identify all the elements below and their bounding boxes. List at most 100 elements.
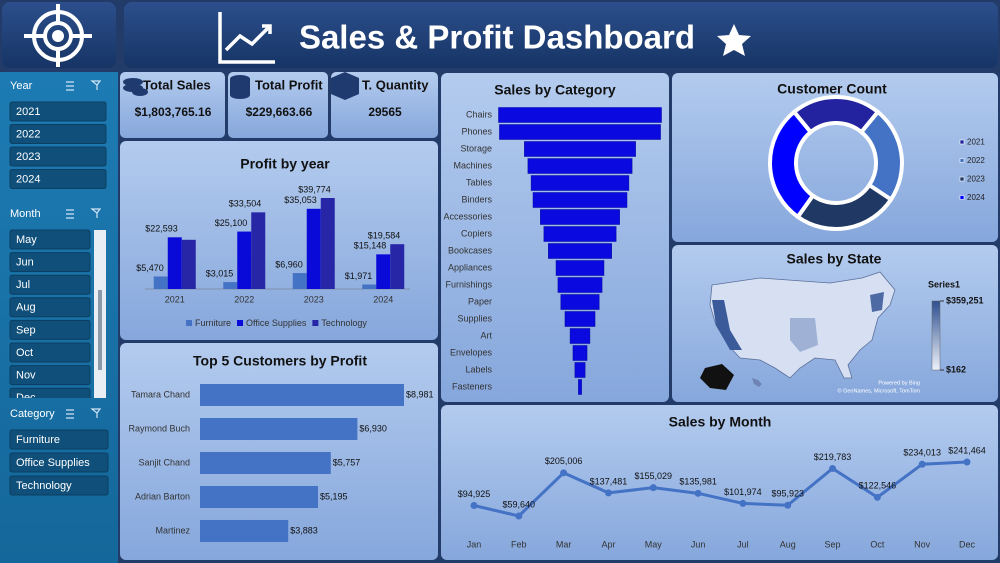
- slicer-item[interactable]: [9, 387, 91, 407]
- y-tick-label: Martinez: [155, 525, 190, 535]
- data-label: $135,981: [679, 477, 717, 487]
- slicer-item[interactable]: [9, 274, 91, 295]
- bar: [557, 277, 603, 293]
- map-state: [712, 300, 742, 350]
- slicer-item[interactable]: [9, 124, 107, 144]
- data-label: $205,006: [545, 456, 583, 466]
- slicer-item-label[interactable]: Technology: [16, 480, 72, 492]
- slicer-item[interactable]: [9, 101, 107, 122]
- bar: [320, 198, 335, 289]
- legend-swatch: [237, 320, 244, 326]
- data-label: $25,100: [215, 218, 248, 228]
- y-tick-label: Machines: [453, 160, 492, 170]
- y-tick-label: Furnishings: [445, 279, 492, 289]
- chart-title: Sales by Month: [669, 414, 772, 430]
- legend-swatch: [186, 320, 192, 326]
- data-label: $122,546: [859, 481, 897, 491]
- slicer-title: Year: [10, 80, 33, 92]
- data-label: $3,015: [206, 268, 234, 278]
- panel: [672, 73, 998, 242]
- slicer-item[interactable]: [9, 365, 91, 386]
- data-label: $19,584: [368, 231, 401, 241]
- y-tick-label: Phones: [461, 126, 492, 136]
- y-tick-label: Bookcases: [448, 245, 493, 255]
- bar: [564, 311, 596, 327]
- data-label: $101,974: [724, 487, 762, 497]
- slicer-item-label[interactable]: Jul: [16, 279, 30, 291]
- x-tick-label: Jul: [737, 539, 749, 549]
- legend-label: Technology: [321, 318, 367, 328]
- bar: [532, 192, 628, 208]
- slicer-item[interactable]: [9, 297, 91, 318]
- slicer-item[interactable]: [9, 429, 109, 450]
- kpi-label: Total Profit: [255, 77, 323, 92]
- point: [963, 458, 971, 466]
- scroll-thumb: [98, 290, 102, 370]
- x-tick-label: 2023: [304, 294, 324, 304]
- slicer-item-label[interactable]: 2022: [16, 128, 40, 140]
- point: [560, 469, 568, 477]
- slicer-item[interactable]: [9, 319, 91, 340]
- slicer-item-label[interactable]: Office Supplies: [16, 457, 90, 469]
- slicer-item-label[interactable]: 2023: [16, 151, 40, 163]
- data-label: $3,883: [290, 525, 318, 535]
- data-label: $1,971: [345, 271, 373, 281]
- y-tick-label: Storage: [460, 143, 492, 153]
- bar: [362, 284, 377, 289]
- filter-icon: [66, 408, 102, 419]
- y-tick-label: Paper: [468, 296, 492, 306]
- data-label: $15,148: [354, 241, 387, 251]
- y-tick-label: Raymond Buch: [128, 423, 190, 433]
- bar: [524, 141, 636, 157]
- slicer-item[interactable]: [9, 452, 109, 473]
- data-label: $35,053: [284, 195, 317, 205]
- slicer-item-label[interactable]: Sep: [16, 324, 36, 336]
- slicer-item-label[interactable]: May: [16, 234, 37, 246]
- data-label: $5,195: [320, 491, 348, 501]
- legend-label: Furniture: [195, 318, 231, 328]
- bar: [540, 209, 620, 225]
- dashboard-title: Sales & Profit Dashboard: [299, 19, 695, 56]
- kpi-label: T. Quantity: [362, 77, 429, 92]
- slicer-item-label[interactable]: Dec: [16, 392, 36, 404]
- kpi-card: [120, 72, 225, 138]
- slicer-item-label[interactable]: Nov: [16, 370, 36, 382]
- legend-swatch: [959, 176, 965, 182]
- point: [694, 489, 702, 497]
- y-tick-label: Tamara Chand: [131, 389, 190, 399]
- month-list: May Jun Jul Aug Sep Oct Nov Dec: [9, 229, 91, 407]
- data-label: $5,470: [136, 263, 164, 273]
- y-tick-label: Fasteners: [452, 381, 493, 391]
- slicer-item-label[interactable]: Oct: [16, 347, 33, 359]
- y-tick-label: Copiers: [461, 228, 493, 238]
- bar: [572, 345, 588, 361]
- slicer-item[interactable]: [9, 146, 107, 167]
- bar: [200, 452, 331, 474]
- legend-label: Office Supplies: [246, 318, 307, 328]
- slicer-item[interactable]: [9, 342, 91, 363]
- colorbar-label: $359,251: [946, 295, 984, 305]
- slicer-item-label[interactable]: Aug: [16, 302, 36, 314]
- bar: [200, 486, 319, 508]
- kpi-value: 29565: [368, 105, 402, 119]
- point: [873, 493, 881, 501]
- legend-label: 2021: [967, 138, 985, 147]
- slicer-title: Month: [10, 208, 41, 220]
- point: [739, 499, 747, 507]
- y-tick-label: Envelopes: [450, 347, 493, 357]
- slicer-item[interactable]: [9, 475, 109, 496]
- data-label: $6,930: [359, 423, 387, 433]
- slicer-item-label[interactable]: 2024: [16, 173, 40, 185]
- slicer-item[interactable]: [9, 169, 107, 189]
- slicer-item[interactable]: [9, 229, 91, 250]
- data-label: $22,593: [145, 224, 178, 234]
- slicer-item-label[interactable]: Furniture: [16, 434, 60, 446]
- slicer-item-label[interactable]: Jun: [16, 257, 34, 269]
- legend-title: Series1: [928, 279, 960, 289]
- data-label: $95,923: [771, 489, 804, 499]
- filter-icon: [66, 80, 102, 91]
- data-label: $59,640: [503, 499, 536, 509]
- slicer-item[interactable]: [9, 252, 91, 273]
- bar: [555, 260, 605, 276]
- slicer-item-label[interactable]: 2021: [16, 106, 40, 118]
